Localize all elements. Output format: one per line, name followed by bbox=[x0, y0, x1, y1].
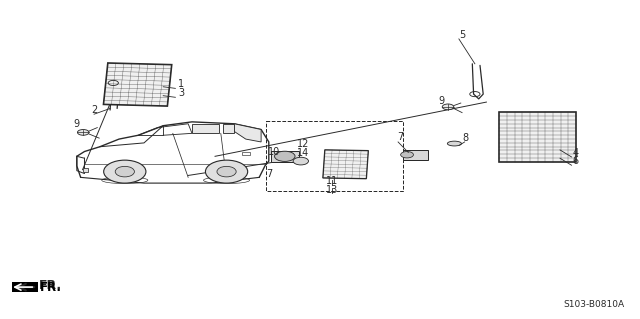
Circle shape bbox=[275, 151, 295, 161]
Text: FR.: FR. bbox=[38, 279, 61, 292]
Polygon shape bbox=[12, 282, 38, 292]
Text: 10: 10 bbox=[268, 147, 280, 157]
Text: 14: 14 bbox=[297, 148, 309, 158]
Circle shape bbox=[442, 104, 454, 110]
Circle shape bbox=[401, 152, 413, 158]
Polygon shape bbox=[323, 150, 369, 179]
Polygon shape bbox=[192, 124, 219, 133]
Text: S103-B0810A: S103-B0810A bbox=[563, 300, 624, 309]
Polygon shape bbox=[83, 168, 88, 172]
Text: 4: 4 bbox=[573, 148, 579, 158]
Ellipse shape bbox=[217, 167, 236, 177]
Ellipse shape bbox=[104, 160, 146, 183]
Text: 12: 12 bbox=[297, 139, 309, 149]
Text: 9: 9 bbox=[74, 119, 80, 129]
Text: FR.: FR. bbox=[40, 281, 61, 293]
Text: 6: 6 bbox=[573, 156, 579, 166]
Ellipse shape bbox=[205, 160, 248, 183]
Bar bbox=[403, 150, 428, 160]
Text: 5: 5 bbox=[460, 30, 466, 40]
Text: 8: 8 bbox=[462, 133, 468, 143]
Polygon shape bbox=[499, 113, 576, 162]
Text: 2: 2 bbox=[92, 105, 98, 115]
Text: 7: 7 bbox=[266, 169, 273, 179]
Ellipse shape bbox=[447, 141, 461, 146]
Text: 7: 7 bbox=[397, 132, 403, 142]
Polygon shape bbox=[234, 124, 261, 142]
Bar bbox=[271, 151, 299, 162]
Text: 9: 9 bbox=[438, 96, 445, 106]
Text: 11: 11 bbox=[326, 176, 339, 186]
Circle shape bbox=[293, 157, 308, 165]
Text: 3: 3 bbox=[178, 88, 184, 98]
Circle shape bbox=[77, 130, 89, 135]
Polygon shape bbox=[223, 124, 234, 133]
Ellipse shape bbox=[115, 167, 134, 177]
Polygon shape bbox=[104, 63, 172, 106]
Text: 1: 1 bbox=[178, 79, 184, 89]
Text: 13: 13 bbox=[326, 185, 339, 195]
